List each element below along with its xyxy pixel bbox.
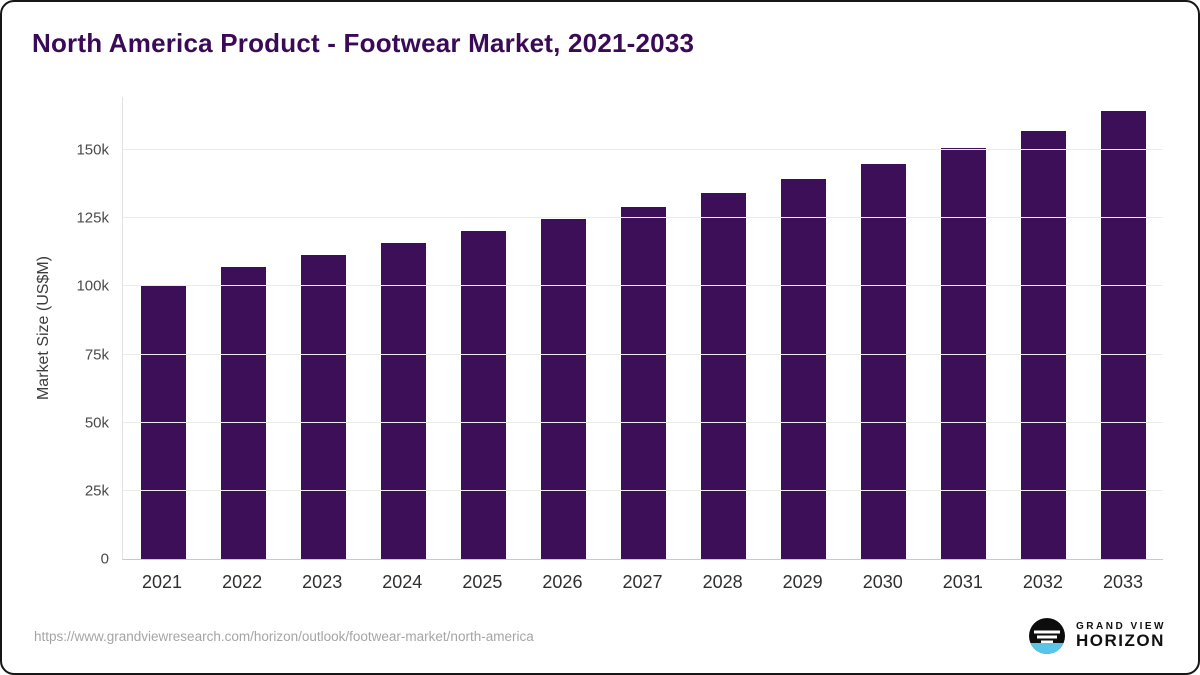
bar [540,219,586,559]
x-tick-label: 2022 [222,572,263,592]
y-tick-label: 25k [84,482,109,500]
x-tick-label: 2021 [142,572,183,592]
x-tick-label: 2027 [622,572,663,592]
bar-slot [363,97,443,559]
y-tick-label: 100k [76,277,109,295]
bar [300,254,346,559]
bar [620,206,666,559]
bar [780,179,826,559]
bar-slot [1003,97,1083,559]
gridline [123,489,1163,491]
gridline [123,217,1163,219]
y-tick-label: 75k [84,346,109,364]
bar-slot [203,97,283,559]
source-url: https://www.grandviewresearch.com/horizo… [34,628,534,644]
chart-title: North America Product - Footwear Market,… [32,28,695,58]
y-tick-label: 0 [100,550,109,568]
bar [700,192,746,559]
bar-slot [683,97,763,559]
bars-container [123,97,1163,559]
brand-text: GRAND VIEW HORIZON [1076,620,1166,651]
x-tick-label: 2028 [702,572,743,592]
x-tick-label: 2031 [942,572,983,592]
x-tick-label: 2023 [302,572,343,592]
bar-slot [843,97,923,559]
x-tick-label: 2026 [542,572,583,592]
bar [1020,131,1066,559]
bar-slot [523,97,603,559]
bar [220,266,266,559]
bar [380,243,426,559]
x-tick-label: 2032 [1022,572,1063,592]
gridline [123,353,1163,355]
y-tick-label: 50k [84,414,109,432]
horizon-icon [1029,618,1065,654]
x-tick-label: 2033 [1102,572,1143,592]
x-tick-label: 2025 [462,572,503,592]
footer: https://www.grandviewresearch.com/horizo… [34,617,1166,655]
x-tick-label: 2029 [782,572,823,592]
bar [460,231,506,559]
brand-name-bottom: HORIZON [1076,631,1165,651]
gridline [123,421,1163,423]
y-axis-title: Market Size (US$M) [35,255,52,401]
x-tick-label: 2030 [862,572,903,592]
y-tick-label: 150k [76,141,109,159]
gridline [123,149,1163,151]
y-tick-label: 125k [76,209,109,227]
bar-slot [1083,97,1163,559]
x-tick-label: 2024 [382,572,423,592]
bar-slot [763,97,843,559]
bar [860,163,906,559]
brand-name-top: GRAND VIEW [1076,620,1166,632]
gridline [123,285,1163,287]
x-axis-labels: 2021 2022 2023 2024 2025 2026 2027 2028 2029 2030… [122,560,1163,593]
chart-region: Market Size (US$M) 0 25k 50k 75k 100k 125k 150… [2,97,1198,593]
bar-slot [603,97,683,559]
plot-area: 0 25k 50k 75k 100k 125k 150k [76,97,1163,568]
brand-logo: GRAND VIEW HORIZON [1028,617,1166,655]
bar [1100,111,1146,559]
bar-slot [283,97,363,559]
